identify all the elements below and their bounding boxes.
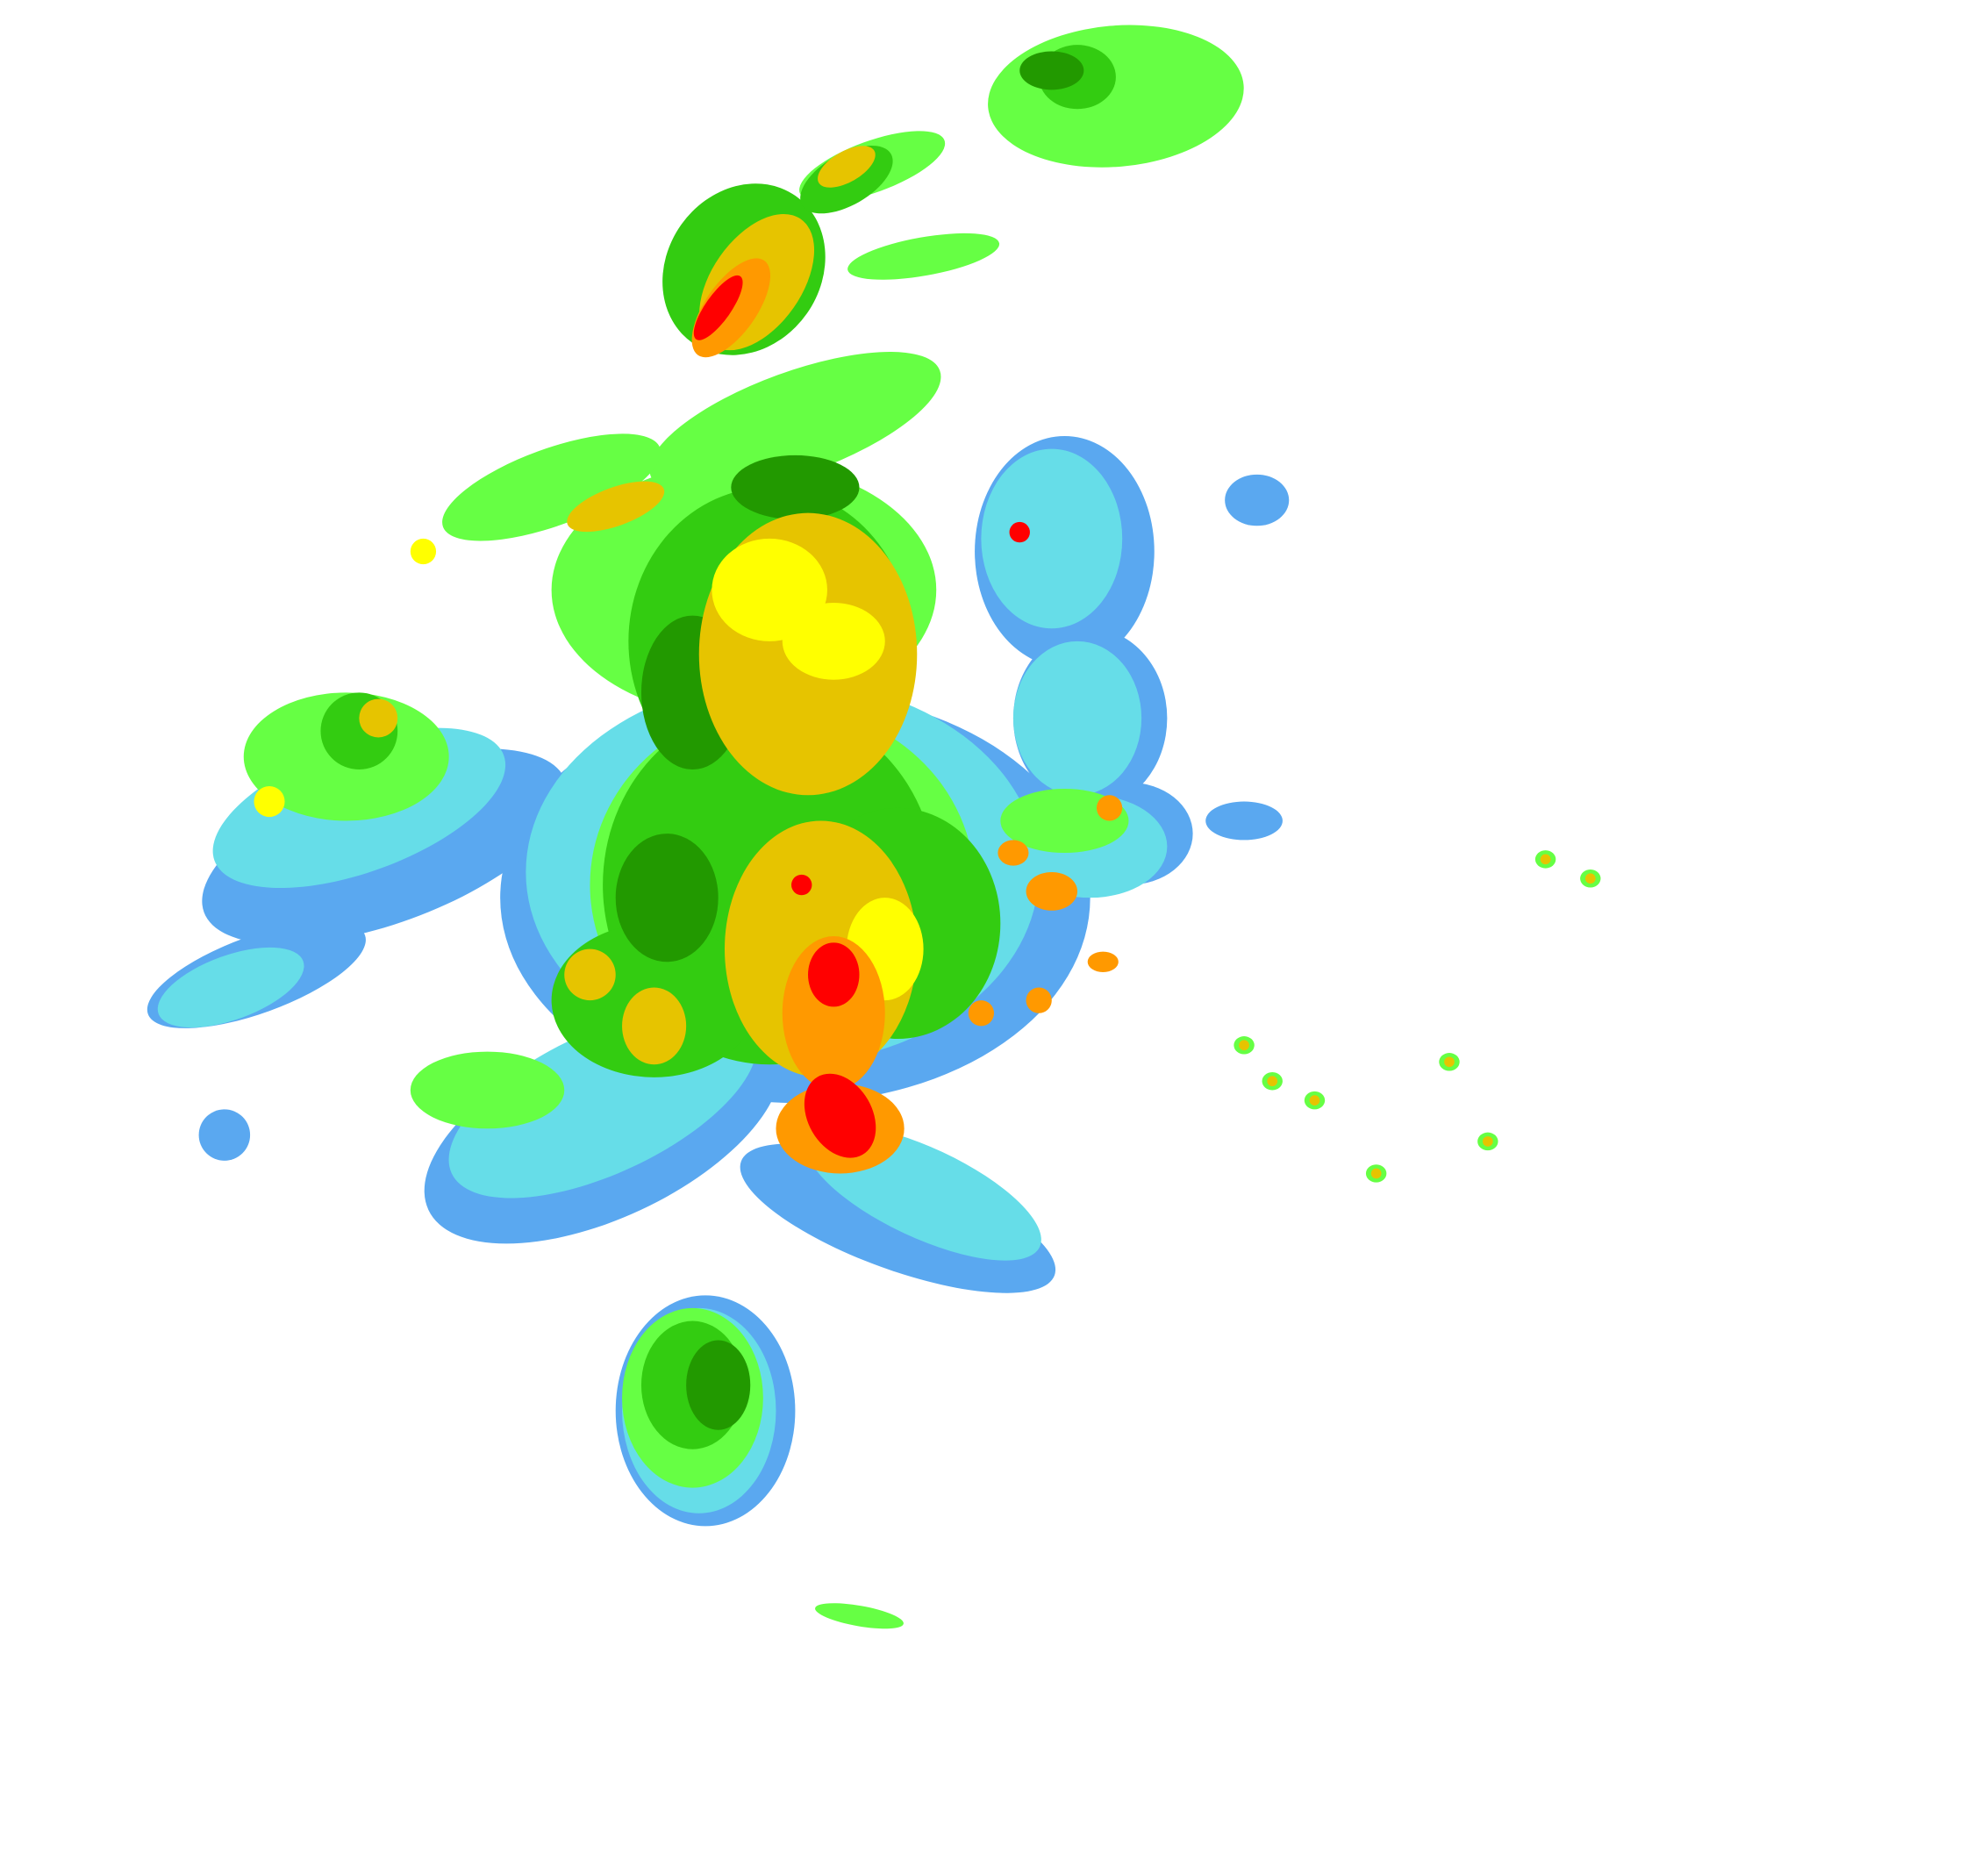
precipitation-echo-light-green [847, 233, 1000, 280]
precipitation-echo-light-blue [1205, 801, 1283, 841]
precipitation-echo-light-green [410, 1051, 565, 1129]
isolated-cell-gold [1309, 1095, 1320, 1106]
precipitation-echo-orange [1087, 951, 1119, 972]
precipitation-echo-dark-green [1019, 51, 1084, 90]
precipitation-echo-dark-green [686, 1340, 751, 1430]
isolated-cell-gold [1444, 1056, 1455, 1068]
precipitation-echo-light-blue [198, 1109, 251, 1161]
isolated-cell-gold [1584, 873, 1596, 884]
precipitation-echo-light-green [1000, 788, 1129, 854]
precipitation-echo-gold [818, 146, 876, 188]
precipitation-echo-gold [567, 481, 665, 533]
precipitation-echo-gold [564, 948, 616, 1001]
precipitation-echo-cyan [1012, 641, 1142, 796]
precipitation-echo-light-green [442, 433, 661, 541]
precipitation-echo-red [808, 942, 860, 1007]
precipitation-echo-cyan [157, 947, 304, 1028]
precipitation-echo-orange [1096, 795, 1123, 821]
isolated-cell-gold [1267, 1076, 1278, 1087]
precipitation-echo-dark-green [615, 834, 719, 963]
precipitation-echo-orange [968, 1000, 994, 1027]
precipitation-echo-orange [1026, 871, 1078, 911]
isolated-cell-gold [1370, 1168, 1382, 1179]
precipitation-echo-red [804, 1073, 876, 1158]
precipitation-echo-yellow [254, 786, 285, 818]
precipitation-echo-orange [1026, 987, 1052, 1013]
precipitation-echo-red [693, 275, 743, 340]
isolated-cell-gold [1482, 1136, 1493, 1147]
precipitation-echo-yellow [782, 602, 885, 680]
precipitation-echo-yellow [410, 538, 437, 565]
precipitation-echo-dark-green [731, 454, 860, 519]
isolated-cell-gold [1540, 854, 1551, 865]
precipitation-echo-light-green [649, 352, 941, 495]
precipitation-echo-gold [622, 987, 687, 1065]
precipitation-echo-gold [359, 698, 398, 738]
precipitation-echo-red [1009, 521, 1030, 543]
precipitation-echo-orange [998, 840, 1029, 866]
precipitation-echo-red [791, 874, 812, 896]
precipitation-echo-light-blue [1225, 474, 1290, 526]
precipitation-echo-light-green [988, 25, 1244, 168]
isolated-cell-gold [1239, 1040, 1249, 1051]
precipitation-echo-cyan [981, 448, 1123, 629]
precipitation-echo-light-green [815, 1603, 904, 1629]
